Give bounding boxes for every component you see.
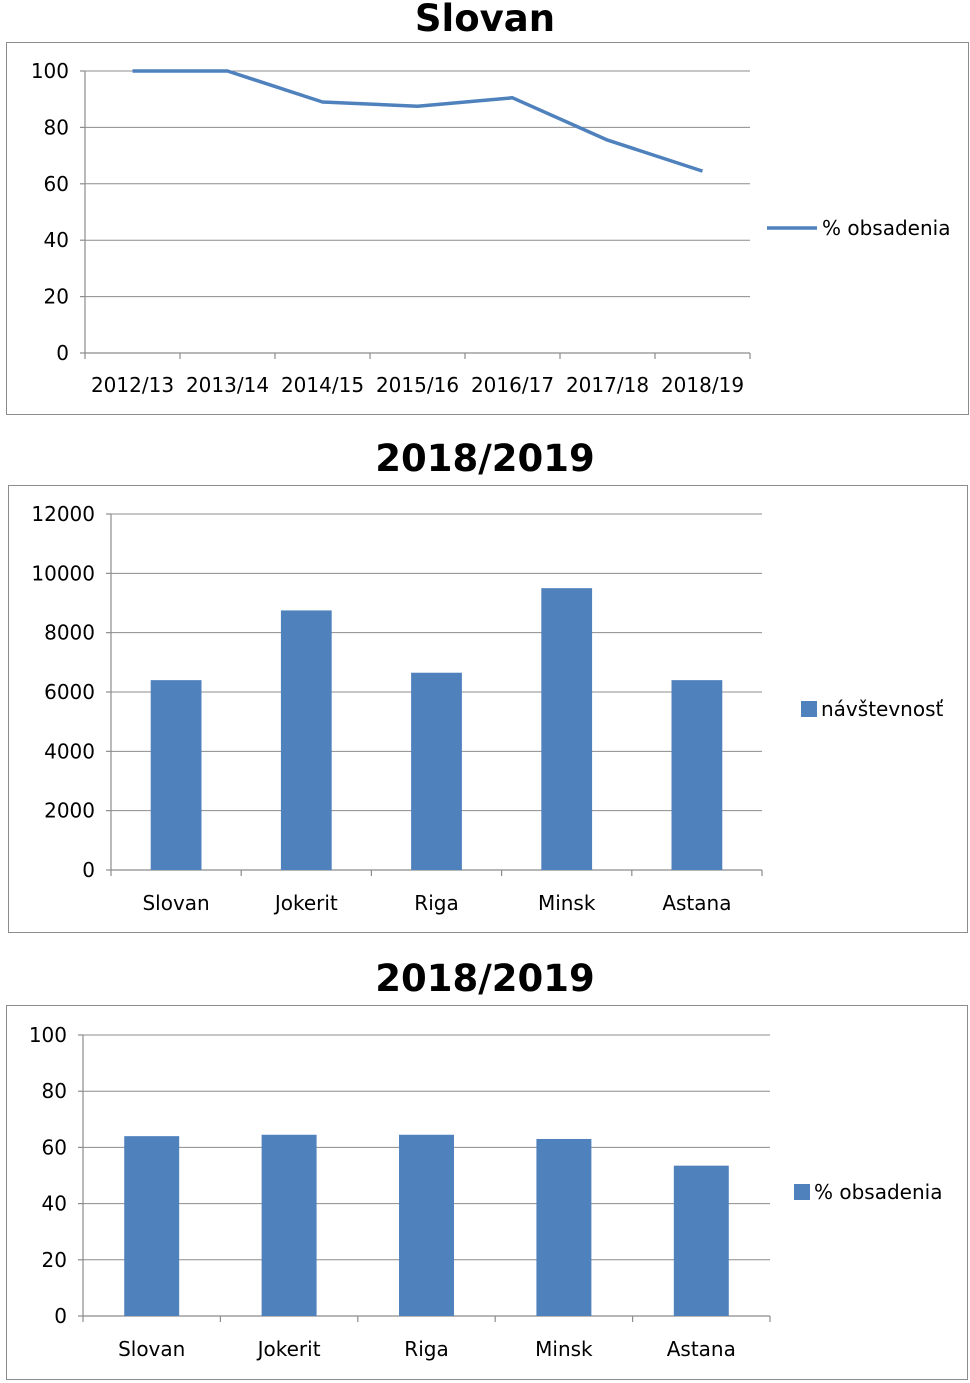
x-tick-label: 2013/14 [186, 373, 269, 397]
y-tick-label: 100 [31, 59, 69, 83]
x-tick-label: 2014/15 [281, 373, 364, 397]
y-tick-label: 2000 [44, 799, 95, 823]
bar [399, 1134, 454, 1316]
chart-title-occupancy: 2018/2019 [375, 957, 595, 1000]
y-tick-label: 60 [42, 1135, 67, 1159]
series-line [132, 69, 704, 173]
y-tick-label: 20 [44, 285, 69, 309]
chart-panel-attendance-bar: 0 2000 4000 6000 8000 10000 12000 Slovan Jokerit… [8, 485, 968, 933]
x-tick-label: Astana [662, 891, 731, 915]
y-tick-label: 0 [82, 858, 95, 882]
bar [150, 680, 202, 870]
bar [536, 1138, 592, 1316]
y-tick-label: 40 [44, 228, 69, 252]
y-tick-label: 6000 [44, 680, 95, 704]
x-tick-label: Jokerit [256, 1337, 321, 1361]
y-tick-label: 8000 [44, 621, 95, 645]
legend-label: % obsadenia [822, 216, 950, 240]
x-tick-label: Jokerit [273, 891, 338, 915]
y-tick-label: 80 [44, 115, 69, 139]
x-tick-label: Minsk [538, 891, 596, 915]
attendance-bar-chart-svg: 0 2000 4000 6000 8000 10000 12000 Slovan Jokerit… [31, 502, 944, 915]
bar [261, 1134, 317, 1316]
bar [124, 1136, 180, 1316]
bar [411, 672, 462, 870]
chart-panel-slovan-line: 0 20 40 60 80 100 2012/13 2013/14 2014/15 2015/16… [6, 42, 969, 415]
y-tick-label: 10000 [31, 561, 95, 585]
legend-swatch [801, 701, 817, 717]
y-tick-label: 12000 [31, 502, 95, 526]
y-tick-label: 4000 [44, 739, 95, 763]
bar [541, 588, 593, 870]
y-tick-label: 0 [54, 1304, 67, 1328]
bar [280, 610, 332, 870]
x-tick-label: 2018/19 [661, 373, 744, 397]
x-tick-label: Minsk [535, 1337, 593, 1361]
legend-label: % obsadenia [814, 1180, 942, 1204]
x-tick-label: Astana [667, 1337, 736, 1361]
x-tick-label: Slovan [142, 891, 209, 915]
x-tick-label: Slovan [118, 1337, 185, 1361]
y-tick-label: 100 [29, 1023, 67, 1047]
legend-label: návštevnosť [821, 697, 944, 721]
y-tick-label: 60 [44, 172, 69, 196]
chart-title-slovan: Slovan [414, 0, 556, 40]
y-tick-label: 0 [56, 341, 69, 365]
y-tick-label: 40 [42, 1192, 67, 1216]
line-chart-svg: 0 20 40 60 80 100 2012/13 2013/14 2014/15 2015/16… [31, 59, 951, 397]
x-tick-label: Riga [414, 891, 458, 915]
x-tick-label: 2012/13 [91, 373, 174, 397]
chart-title-attendance: 2018/2019 [375, 437, 595, 480]
x-tick-label: 2015/16 [376, 373, 459, 397]
y-tick-label: 20 [42, 1248, 67, 1272]
y-tick-label: 80 [42, 1079, 67, 1103]
x-tick-label: 2017/18 [566, 373, 649, 397]
x-tick-label: 2016/17 [471, 373, 554, 397]
x-tick-label: Riga [404, 1337, 448, 1361]
bar [673, 1165, 729, 1316]
chart-panel-occupancy-bar: 0 20 40 60 80 100 Slovan Jokerit Riga Minsk Astana… [6, 1005, 968, 1380]
bar [671, 680, 723, 870]
occupancy-bar-chart-svg: 0 20 40 60 80 100 Slovan Jokerit Riga Minsk Astana… [29, 1023, 943, 1361]
legend-swatch [794, 1184, 810, 1200]
